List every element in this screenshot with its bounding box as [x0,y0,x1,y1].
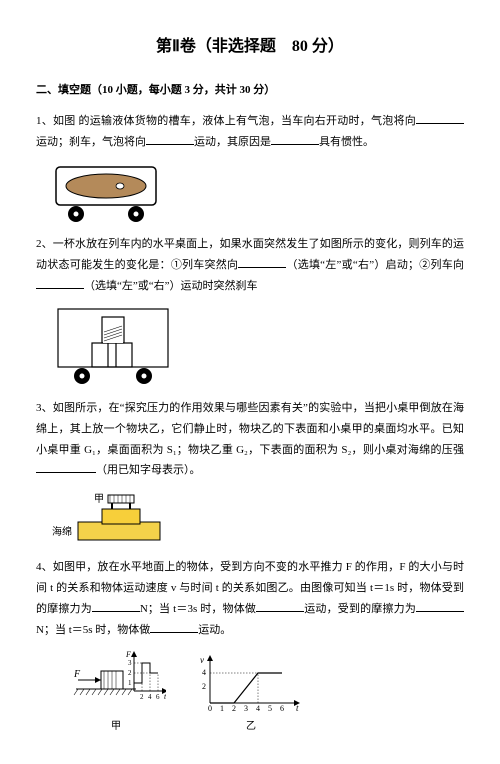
figure-4-row: F F t 123 246 甲 [66,647,464,736]
question-4: 4、如图甲，放在水平地面上的物体，受到方向不变的水平推力 F 的作用，F 的大小… [36,557,464,641]
svg-text:3: 3 [128,659,132,667]
q1-blank-1[interactable] [416,112,464,124]
question-1: 1、如图 的运输液体货物的槽车，液体上有气泡，当车向右开动时，气泡将向运动；刹车… [36,111,464,153]
q4-blank-2[interactable] [256,600,304,612]
svg-text:4: 4 [202,668,206,677]
q4-text-3: 运动，受到的摩擦力为 [304,603,416,615]
q1-blank-2[interactable] [146,133,194,145]
figure-3-sponge: 海绵 甲 [48,487,464,547]
figure-4-yi: v t 24 012 3456 乙 [196,653,306,736]
q2-text-3: （选填“左”或“右”）运动时突然刹车 [84,280,258,292]
svg-text:4: 4 [256,704,260,713]
figure-1-tank-truck [48,159,464,224]
q1-text-2: 运动；刹车，气泡将向 [36,136,146,148]
question-2: 2、一杯水放在列车内的水平桌面上，如果水面突然发生了如图所示的变化，则列车的运动… [36,234,464,297]
q2-blank-1[interactable] [238,256,286,268]
svg-text:F: F [125,650,131,659]
svg-text:1: 1 [220,704,224,713]
svg-text:1: 1 [128,679,132,687]
svg-text:4: 4 [148,693,152,701]
svg-text:2: 2 [202,682,206,691]
caption-jia: 甲 [66,717,166,736]
svg-text:2: 2 [140,693,144,701]
section-heading: 二、填空题（10 小题，每小题 3 分，共计 30 分） [36,80,464,101]
q1-text-4: 具有惯性。 [319,136,374,148]
q3-text-2: （用已知字母表示）。 [96,464,201,476]
q1-text-1: 1、如图 的运输液体货物的槽车，液体上有气泡，当车向右开动时，气泡将向 [36,115,416,127]
q2-blank-2[interactable] [36,277,84,289]
q4-blank-4[interactable] [150,621,198,633]
svg-text:6: 6 [280,704,284,713]
sponge-label: 海绵 [52,525,72,538]
svg-text:0: 0 [208,704,212,713]
page-title: 第Ⅱ卷（非选择题 80 分） [36,32,464,62]
svg-text:5: 5 [268,704,272,713]
q1-text-3: 运动，其原因是 [194,136,271,148]
q4-text-4: N；当 t＝5s 时，物体做 [36,624,150,636]
svg-text:2: 2 [128,669,132,677]
svg-text:3: 3 [244,704,248,713]
jia-label: 甲 [94,494,104,505]
svg-text:t: t [164,692,166,701]
svg-text:F: F [73,669,81,680]
q4-text-5: 运动。 [198,624,231,636]
q3-blank-1[interactable] [36,461,96,473]
svg-text:v: v [200,655,204,665]
q4-text-2: N；当 t＝3s 时，物体做 [140,603,256,615]
caption-yi: 乙 [196,717,306,736]
figure-2-train-cup [48,303,464,388]
svg-text:2: 2 [232,704,236,713]
svg-text:t: t [296,703,299,713]
q2-text-2: （选填“左”或“右”）启动；②列车向 [286,259,464,271]
svg-text:6: 6 [156,693,160,701]
question-3: 3、如图所示，在“探究压力的作用效果与哪些因素有关”的实验中，当把小桌甲倒放在海… [36,398,464,482]
q4-blank-3[interactable] [416,600,464,612]
figure-4-jia: F F t 123 246 甲 [66,647,166,736]
q4-blank-1[interactable] [92,600,140,612]
q3-text-1: 3、如图所示，在“探究压力的作用效果与哪些因素有关”的实验中，当把小桌甲倒放在海… [36,402,464,456]
q1-blank-3[interactable] [271,133,319,145]
